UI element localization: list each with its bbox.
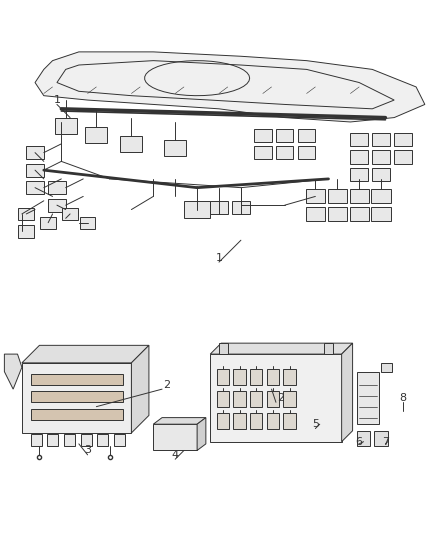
Bar [26, 181, 44, 194]
Bar [62, 208, 78, 220]
Bar [81, 434, 92, 446]
Text: 5: 5 [312, 419, 319, 429]
Bar [18, 208, 34, 220]
Bar [372, 168, 390, 181]
Bar [328, 189, 347, 204]
Text: 7: 7 [382, 437, 389, 447]
Polygon shape [35, 52, 425, 122]
Bar [254, 146, 272, 159]
Bar [350, 168, 368, 181]
Text: 1: 1 [215, 253, 223, 263]
Bar [283, 413, 296, 429]
Bar [394, 150, 412, 164]
Bar [64, 434, 75, 446]
Bar [350, 189, 369, 204]
Text: 2: 2 [277, 393, 284, 403]
Bar [26, 146, 44, 159]
Bar [80, 216, 95, 229]
Bar [217, 413, 229, 429]
Bar [217, 369, 229, 385]
Bar [48, 181, 66, 194]
Bar [18, 225, 34, 238]
Bar [381, 363, 392, 372]
Bar [250, 413, 262, 429]
Polygon shape [210, 343, 353, 354]
Bar [298, 128, 315, 142]
Text: 2: 2 [163, 379, 170, 390]
Bar [31, 409, 123, 420]
Bar [85, 127, 107, 143]
Bar [394, 133, 412, 146]
Polygon shape [324, 343, 333, 354]
Text: 1: 1 [53, 95, 60, 105]
Bar [350, 207, 369, 221]
Text: 3: 3 [84, 446, 91, 456]
Bar [164, 140, 186, 156]
Text: 4: 4 [172, 450, 179, 460]
Bar [233, 391, 246, 407]
Bar [372, 150, 390, 164]
Bar [298, 146, 315, 159]
Bar [120, 136, 142, 152]
Bar [31, 391, 123, 402]
Text: 8: 8 [399, 393, 406, 403]
Polygon shape [219, 343, 228, 354]
Bar [276, 128, 293, 142]
Text: 6: 6 [356, 437, 363, 447]
Bar [153, 424, 197, 450]
Bar [210, 354, 342, 442]
Polygon shape [153, 418, 206, 424]
Bar [31, 434, 42, 446]
Bar [374, 431, 388, 446]
Bar [357, 431, 370, 446]
Bar [250, 391, 262, 407]
Bar [31, 374, 123, 385]
Bar [26, 164, 44, 177]
Bar [372, 133, 390, 146]
Bar [184, 201, 210, 219]
Bar [306, 189, 325, 204]
Bar [233, 413, 246, 429]
Bar [328, 207, 347, 221]
Bar [267, 391, 279, 407]
Bar [357, 372, 379, 424]
Bar [283, 369, 296, 385]
Bar [276, 146, 293, 159]
Bar [22, 363, 131, 433]
Bar [250, 369, 262, 385]
Polygon shape [342, 343, 353, 442]
Polygon shape [4, 354, 22, 389]
Bar [371, 207, 391, 221]
Bar [267, 369, 279, 385]
Bar [48, 199, 66, 212]
Bar [40, 216, 56, 229]
Bar [283, 391, 296, 407]
Polygon shape [197, 418, 206, 450]
Bar [47, 434, 58, 446]
Bar [350, 133, 368, 146]
Bar [267, 413, 279, 429]
Bar [371, 189, 391, 204]
Bar [350, 150, 368, 164]
Bar [232, 201, 250, 214]
Bar [55, 118, 77, 134]
Polygon shape [22, 345, 149, 363]
Bar [114, 434, 125, 446]
Bar [217, 391, 229, 407]
Bar [254, 128, 272, 142]
Bar [306, 207, 325, 221]
Polygon shape [131, 345, 149, 433]
Bar [210, 201, 228, 214]
Bar [233, 369, 246, 385]
Bar [97, 434, 108, 446]
